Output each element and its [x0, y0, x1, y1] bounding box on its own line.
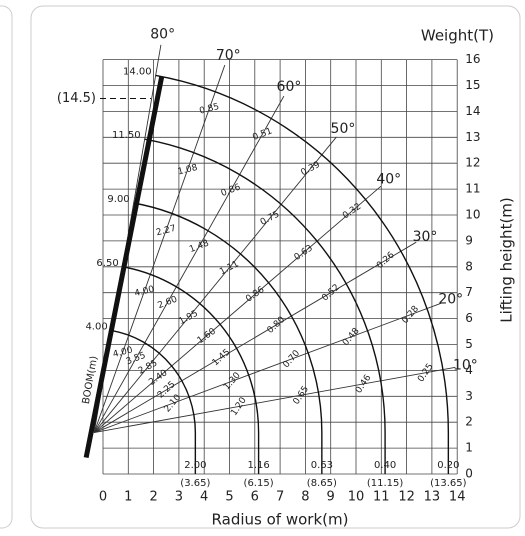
y-tick-label: 15	[465, 78, 480, 92]
y-tick-label: 1	[465, 441, 473, 455]
x-axis-title: Radius of work(m)	[212, 511, 349, 529]
load-value: 4.00	[134, 285, 156, 300]
angle-label: 40°	[376, 172, 401, 188]
y-tick-label: 12	[465, 156, 480, 170]
boom-radius: (3.65)	[180, 478, 210, 489]
x-tick-label: 9	[327, 490, 335, 505]
load-value: 1.16	[247, 460, 269, 471]
x-tick-label: 7	[276, 490, 284, 505]
x-tick-label: 5	[225, 490, 233, 505]
x-tick-label: 10	[348, 490, 365, 505]
load-value: 2.00	[184, 460, 206, 471]
x-tick-label: 3	[175, 490, 183, 505]
load-value: 0.46	[354, 373, 374, 395]
y-tick-label: 16	[465, 52, 480, 66]
plot: 0 1 2 3 4 5 6 7 8 9 10 11 12 13 1401234567891011121314…	[57, 27, 481, 505]
boom-radius: (6.15)	[244, 478, 274, 489]
load-value: 0.63	[311, 460, 333, 471]
load-curve	[144, 138, 386, 474]
load-curve	[155, 74, 450, 474]
x-tick-label: 2	[149, 490, 157, 505]
weight-label: Weight(T)	[421, 27, 494, 45]
load-value: 0.40	[374, 460, 396, 471]
angle-label: 70°	[216, 47, 241, 63]
x-tick-label: 1	[124, 490, 132, 505]
load-value: 0.26	[375, 250, 397, 271]
y-tick-label: 6	[465, 311, 473, 325]
y-tick-label: 7	[465, 285, 473, 299]
angle-label: 50°	[331, 121, 356, 137]
angle-label: 30°	[413, 229, 438, 245]
load-curve	[133, 202, 323, 474]
x-tick-label: 11	[373, 490, 390, 505]
y-tick-label: 2	[465, 415, 473, 429]
y-tick-label: 11	[465, 182, 480, 196]
load-value: 0.85	[198, 102, 220, 117]
load-value: 1.20	[229, 395, 249, 417]
boom-radius: (13.65)	[430, 478, 467, 489]
boom-length: 4.00	[85, 322, 107, 333]
y-tick-label: 4	[465, 363, 473, 377]
x-tick-label: 4	[200, 490, 208, 505]
load-value: 0.70	[281, 348, 302, 370]
boom-radius: (11.15)	[367, 478, 404, 489]
x-tick-label: 6	[251, 490, 259, 505]
load-curve	[122, 266, 260, 474]
load-value: 0.28	[400, 304, 421, 326]
load-value: 2.27	[155, 224, 177, 239]
x-tick-label: 8	[301, 490, 309, 505]
y-tick-label: 13	[465, 130, 480, 144]
load-value: 0.80	[266, 315, 288, 336]
boom-length: 14.00	[123, 66, 152, 77]
boom	[83, 76, 165, 459]
load-value: 0.86	[220, 182, 243, 199]
angle-line	[93, 64, 226, 433]
y-tick-label: 10	[465, 208, 480, 222]
y-tick-label: 0	[465, 467, 473, 481]
x-tick-label: 13	[424, 490, 441, 505]
angle-label: 20°	[438, 292, 463, 308]
load-value: 0.25	[416, 362, 436, 384]
max-height-label: (14.5)	[57, 91, 96, 106]
load-value: 2.60	[157, 295, 180, 312]
load-value: 4.00	[112, 345, 134, 360]
y-tick-label: 5	[465, 337, 473, 351]
y-tick-label: 9	[465, 233, 473, 247]
angle-line	[93, 136, 337, 433]
y-axis-title: Lifting height(m)	[498, 197, 516, 323]
angle-line	[93, 241, 417, 433]
load-value: 0.20	[437, 460, 459, 471]
y-tick-label: 3	[465, 389, 473, 403]
x-tick-label: 12	[398, 490, 415, 505]
load-curve	[111, 329, 197, 474]
angle-label: 60°	[277, 79, 302, 95]
boom-radius: (8.65)	[307, 478, 337, 489]
load-value: 1.08	[177, 163, 199, 178]
boom-length: 11.50	[112, 130, 141, 141]
y-tick-label: 8	[465, 259, 473, 273]
side-card	[0, 5, 13, 529]
boom-length: 6.50	[96, 258, 118, 269]
angle-line	[93, 302, 442, 433]
x-tick-label: 0	[99, 490, 107, 505]
angle-line	[93, 185, 382, 433]
angle-label: 80°	[150, 27, 175, 43]
chart-card	[30, 5, 521, 529]
load-value: 0.39	[299, 160, 322, 178]
load-value: 0.75	[259, 210, 281, 228]
load-value: 1.95	[178, 309, 200, 327]
x-tick-label: 14	[449, 490, 466, 505]
angle-label: 10°	[453, 358, 478, 374]
load-value: 0.65	[292, 384, 312, 406]
angle-line	[94, 366, 456, 434]
angle-line	[93, 95, 285, 433]
load-value: 1.30	[222, 370, 243, 392]
boom-length: 9.00	[107, 194, 129, 205]
y-tick-label: 14	[465, 104, 480, 118]
